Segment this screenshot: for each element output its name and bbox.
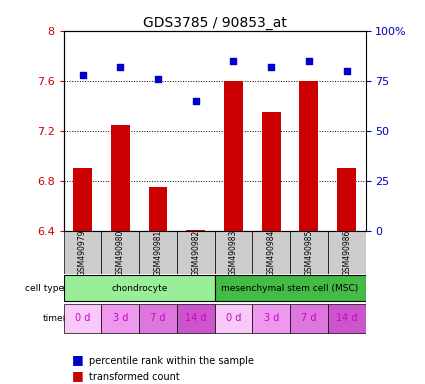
Title: GDS3785 / 90853_at: GDS3785 / 90853_at bbox=[143, 16, 286, 30]
Bar bbox=[139, 304, 177, 333]
Point bbox=[117, 64, 124, 70]
Point bbox=[306, 58, 312, 64]
Bar bbox=[64, 275, 215, 301]
Bar bbox=[64, 231, 102, 274]
Bar bbox=[262, 112, 280, 231]
Text: 14 d: 14 d bbox=[185, 313, 207, 323]
Bar bbox=[290, 231, 328, 274]
Bar bbox=[102, 304, 139, 333]
Text: 3 d: 3 d bbox=[264, 313, 279, 323]
Bar bbox=[300, 81, 318, 231]
Text: GSM490986: GSM490986 bbox=[342, 229, 351, 276]
Bar bbox=[252, 304, 290, 333]
Point bbox=[155, 76, 162, 82]
Bar bbox=[215, 304, 252, 333]
Text: GSM490981: GSM490981 bbox=[153, 229, 162, 276]
Point bbox=[268, 64, 275, 70]
Bar bbox=[139, 231, 177, 274]
Bar bbox=[224, 81, 243, 231]
Text: transformed count: transformed count bbox=[89, 372, 180, 382]
Bar bbox=[328, 231, 366, 274]
Text: ■: ■ bbox=[72, 353, 84, 366]
FancyArrow shape bbox=[64, 313, 72, 324]
Bar bbox=[102, 231, 139, 274]
Bar bbox=[215, 231, 252, 274]
Text: 0 d: 0 d bbox=[75, 313, 90, 323]
Text: mesenchymal stem cell (MSC): mesenchymal stem cell (MSC) bbox=[221, 284, 359, 293]
Text: GSM490983: GSM490983 bbox=[229, 229, 238, 276]
Bar bbox=[252, 231, 290, 274]
Text: 0 d: 0 d bbox=[226, 313, 241, 323]
Text: ■: ■ bbox=[72, 369, 84, 382]
Text: cell type: cell type bbox=[25, 284, 64, 293]
Bar bbox=[111, 125, 130, 231]
Bar bbox=[177, 231, 215, 274]
Text: percentile rank within the sample: percentile rank within the sample bbox=[89, 356, 254, 366]
Text: GSM490979: GSM490979 bbox=[78, 229, 87, 276]
Bar bbox=[64, 304, 102, 333]
Bar bbox=[149, 187, 167, 231]
FancyArrow shape bbox=[64, 283, 72, 293]
Bar bbox=[337, 169, 356, 231]
Bar bbox=[73, 169, 92, 231]
Bar bbox=[290, 304, 328, 333]
Text: GSM490985: GSM490985 bbox=[304, 229, 313, 276]
Point bbox=[193, 98, 199, 104]
Text: chondrocyte: chondrocyte bbox=[111, 284, 167, 293]
Bar bbox=[215, 275, 366, 301]
Text: GSM490984: GSM490984 bbox=[267, 229, 276, 276]
Text: 14 d: 14 d bbox=[336, 313, 357, 323]
Point bbox=[230, 58, 237, 64]
Bar bbox=[186, 230, 205, 231]
Point bbox=[343, 68, 350, 74]
Text: GSM490980: GSM490980 bbox=[116, 229, 125, 276]
Bar bbox=[177, 304, 215, 333]
Text: 7 d: 7 d bbox=[150, 313, 166, 323]
Text: 3 d: 3 d bbox=[113, 313, 128, 323]
Text: 7 d: 7 d bbox=[301, 313, 317, 323]
Text: time: time bbox=[43, 314, 64, 323]
Point bbox=[79, 72, 86, 78]
Text: GSM490982: GSM490982 bbox=[191, 229, 200, 276]
Bar bbox=[328, 304, 366, 333]
